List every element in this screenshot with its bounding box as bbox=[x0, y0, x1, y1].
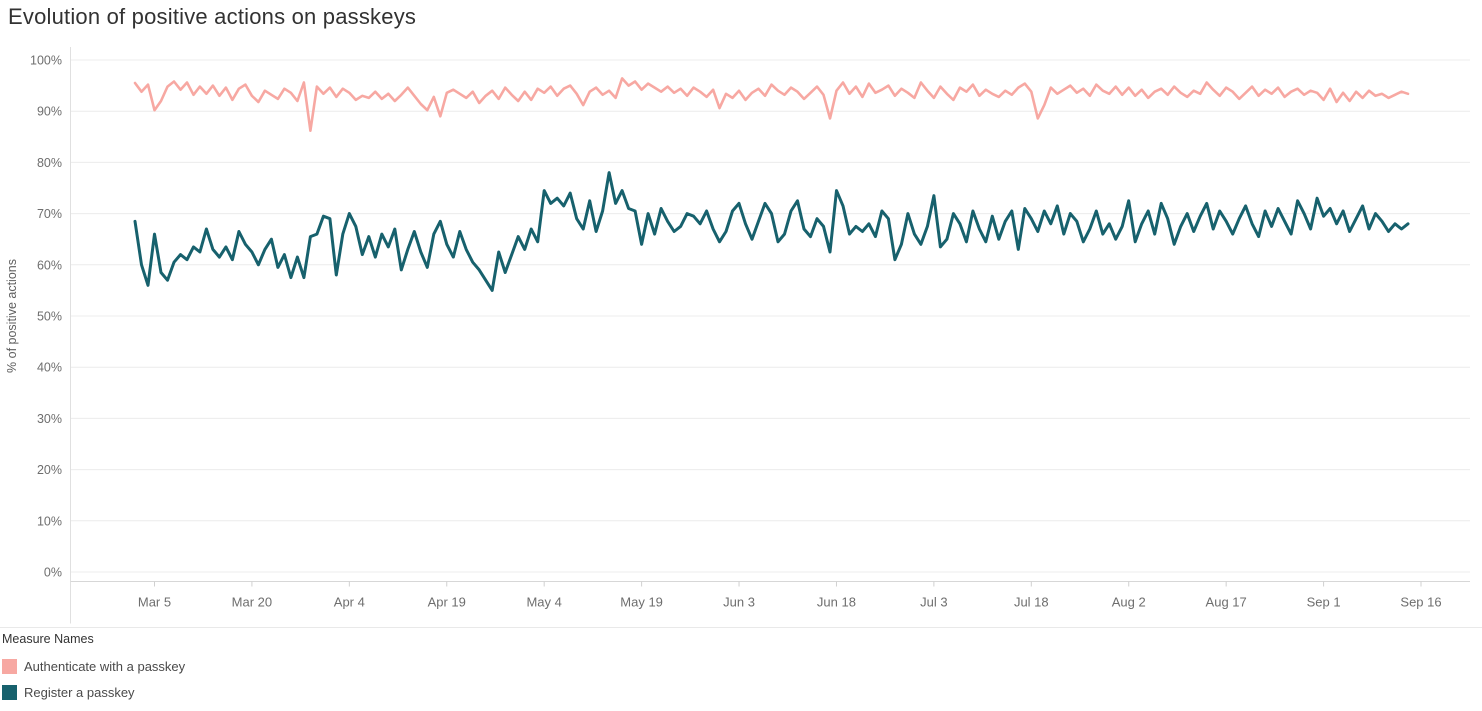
y-tick-label: 0% bbox=[44, 566, 62, 580]
legend: Measure Names Authenticate with a passke… bbox=[2, 632, 185, 705]
legend-item-authenticate[interactable]: Authenticate with a passkey bbox=[2, 653, 185, 679]
x-tick-label: Jul 3 bbox=[920, 595, 947, 610]
legend-swatch-authenticate bbox=[2, 658, 17, 674]
y-tick-label: 80% bbox=[37, 156, 62, 170]
series-line-authenticate[interactable] bbox=[133, 77, 1410, 132]
x-tick-label: Mar 5 bbox=[138, 595, 171, 610]
x-tick-label: Apr 19 bbox=[428, 595, 466, 610]
x-tick-label: May 4 bbox=[526, 595, 561, 610]
x-tick-label: Apr 4 bbox=[334, 595, 365, 610]
x-tick-label: May 19 bbox=[620, 595, 663, 610]
x-tick-label: Jul 18 bbox=[1014, 595, 1049, 610]
x-tick-label: Jun 3 bbox=[723, 595, 755, 610]
x-tick-label: Sep 1 bbox=[1307, 595, 1341, 610]
y-tick-label: 20% bbox=[37, 463, 62, 477]
y-tick-label: 90% bbox=[37, 105, 62, 119]
x-tick-label: Aug 2 bbox=[1112, 595, 1146, 610]
y-tick-label: 100% bbox=[30, 54, 62, 68]
x-tick-label: Mar 20 bbox=[232, 595, 272, 610]
series-line-register[interactable] bbox=[133, 171, 1410, 292]
page-title: Evolution of positive actions on passkey… bbox=[8, 4, 417, 29]
y-tick-label: 10% bbox=[37, 514, 62, 528]
legend-swatch-register bbox=[2, 684, 17, 700]
y-axis-title: % of positive actions bbox=[5, 259, 19, 373]
y-tick-label: 70% bbox=[37, 207, 62, 221]
y-tick-label: 30% bbox=[37, 412, 62, 426]
legend-divider bbox=[0, 627, 1482, 628]
x-tick-label: Aug 17 bbox=[1206, 595, 1247, 610]
line-chart-svg: 0% 10% 20% 30% 40% 50% 60% 70% 80% 90% 100% Mar 5 Ma… bbox=[5, 47, 1470, 624]
legend-item-register[interactable]: Register a passkey bbox=[2, 679, 185, 705]
legend-label: Authenticate with a passkey bbox=[24, 658, 186, 674]
legend-label: Register a passkey bbox=[24, 684, 135, 700]
legend-title: Measure Names bbox=[2, 632, 94, 646]
y-tick-label: 60% bbox=[37, 258, 62, 272]
x-tick-label: Jun 18 bbox=[817, 595, 856, 610]
x-tick-label: Sep 16 bbox=[1400, 595, 1441, 610]
y-tick-label: 50% bbox=[37, 310, 62, 324]
y-tick-label: 40% bbox=[37, 361, 62, 375]
line-chart: 0% 10% 20% 30% 40% 50% 60% 70% 80% 90% 100% Mar 5 Ma… bbox=[0, 45, 1482, 627]
